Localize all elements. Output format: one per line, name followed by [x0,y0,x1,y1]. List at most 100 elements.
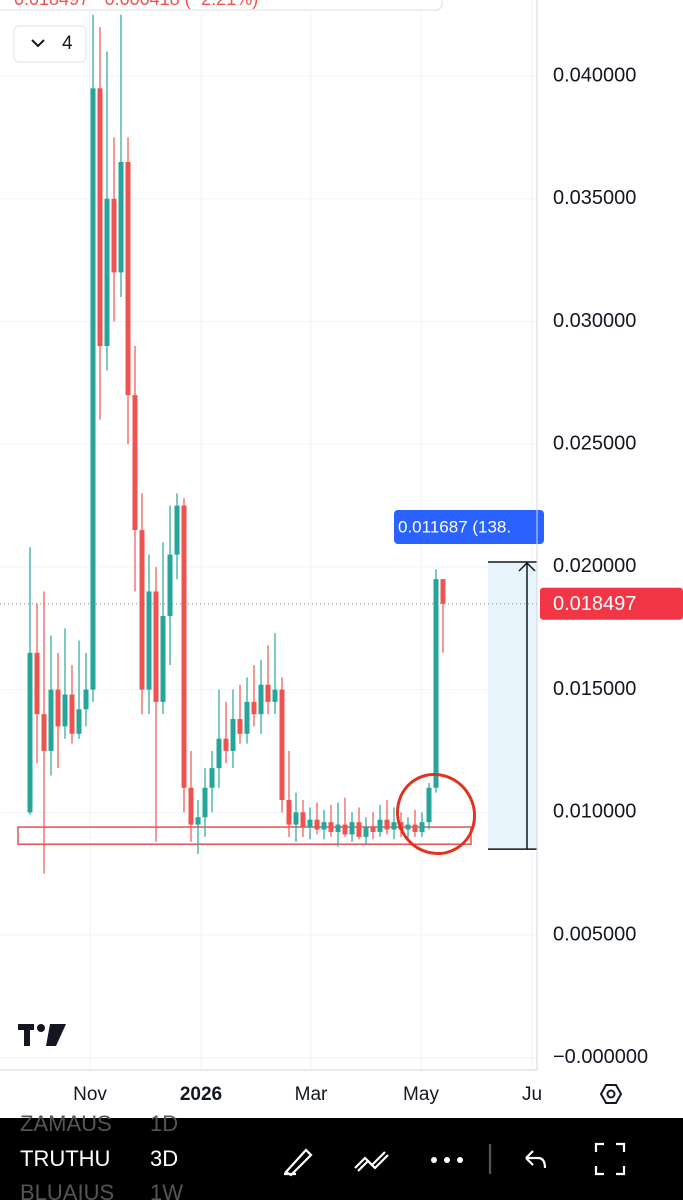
candle-body [132,395,138,531]
y-tick-label: 0.015000 [553,678,636,700]
candle-body [223,738,229,751]
x-tick-label: Nov [73,1084,107,1105]
interval: 3D [150,1146,178,1171]
candle-body [27,652,33,813]
candle-body [314,819,320,830]
x-tick-label: May [403,1084,439,1105]
candle-body [377,819,383,832]
measure-arrowhead [518,561,536,572]
candle-body [272,689,278,702]
candle-body [97,88,103,347]
candle-body [251,701,257,715]
undo-icon[interactable] [525,1150,547,1169]
settings-icon[interactable] [599,1084,623,1104]
x-tick-label: Mar [295,1084,328,1105]
candle-body [174,505,180,555]
candle-body [286,800,292,825]
candle-body [146,591,152,690]
candles [27,14,446,874]
candle-body [104,198,110,347]
candle-body [419,822,425,832]
toolbar-items: ZAMAUS TRUTHU BLUAIUS 1D 3D 1W [20,1111,183,1200]
x-tick-label: Ju [522,1084,542,1105]
measure-area [488,561,537,850]
candle-body [244,701,250,734]
candle-body [153,591,159,702]
candle-body [237,719,243,734]
candle-body [209,768,215,788]
draw-icon[interactable] [284,1148,313,1177]
candle-body [363,827,369,837]
y-tick-label: 0.040000 [553,64,636,86]
candle-body [328,822,334,832]
symbol: ZAMAUS [20,1111,112,1136]
interval: 1D [150,1111,178,1136]
y-tick-label: −0.000000 [553,1046,648,1068]
candle-body [195,817,201,825]
candle-body [90,88,96,690]
y-tick-label: 0.005000 [553,923,636,945]
candle-body [293,812,299,825]
candle-body [167,554,173,616]
symbol: TRUTHU [20,1146,110,1171]
y-tick-label: 0.010000 [553,801,636,823]
tradingview-logo [18,1024,66,1046]
y-tick-label: 0.025000 [553,432,636,454]
y-tick-label: 0.030000 [553,310,636,332]
support-zone [17,826,472,845]
candle-body [202,787,208,818]
candle-body [405,824,411,830]
highlight-circle [395,772,477,856]
header-text: 0.018497 −0.000418 (−2.21%) [14,0,258,9]
interval-count: 4 [62,33,73,54]
candle-body [321,822,327,830]
candle-body [307,819,313,828]
candle-body [62,694,68,727]
candle-body [342,824,348,835]
candle-body [391,822,397,830]
candle-body [111,198,117,273]
candle-body [118,161,124,273]
candle-body [300,812,306,828]
more-icon[interactable] [431,1157,463,1163]
y-tick-label: 0.035000 [553,187,636,209]
candle-body [426,787,432,823]
overlays: 0.011687 (138. [0,509,544,850]
y-tick-label: 0.020000 [553,555,636,577]
fullscreen-icon[interactable] [594,1142,626,1176]
interval: 1W [150,1180,183,1200]
candle-body [55,689,61,727]
candle-body [125,161,131,396]
header-popup: 0.018497 −0.000418 (−2.21%) [0,0,443,11]
candle-body [181,505,187,788]
last-price-label: 0.018497 [553,593,636,615]
candle-body [69,694,75,734]
measure-label-bg [394,509,544,544]
candle-body [335,824,341,832]
candle-body [41,714,47,751]
candle-body [139,530,145,690]
candle-body [188,787,194,825]
candle-body [34,652,40,715]
candle-body [83,689,89,710]
candle-body [160,615,166,702]
annotations [395,772,477,856]
candle-body [349,822,355,835]
line-tools-icon[interactable] [354,1151,389,1172]
interval-button[interactable]: 4 [13,25,87,63]
candle-body [440,579,446,604]
candle-body [370,827,376,832]
toolbar [0,1118,683,1200]
candle-body [279,689,285,801]
candle-body [265,684,271,702]
x-tick-label: 2026 [180,1084,222,1105]
candle-body [412,824,418,832]
candle-body [230,719,236,751]
candle-body [384,819,390,830]
measure-label: 0.011687 (138. [398,517,511,536]
candle-body [258,684,264,715]
symbol: BLUAIUS [20,1180,114,1200]
toolbar-icons [284,1142,626,1177]
